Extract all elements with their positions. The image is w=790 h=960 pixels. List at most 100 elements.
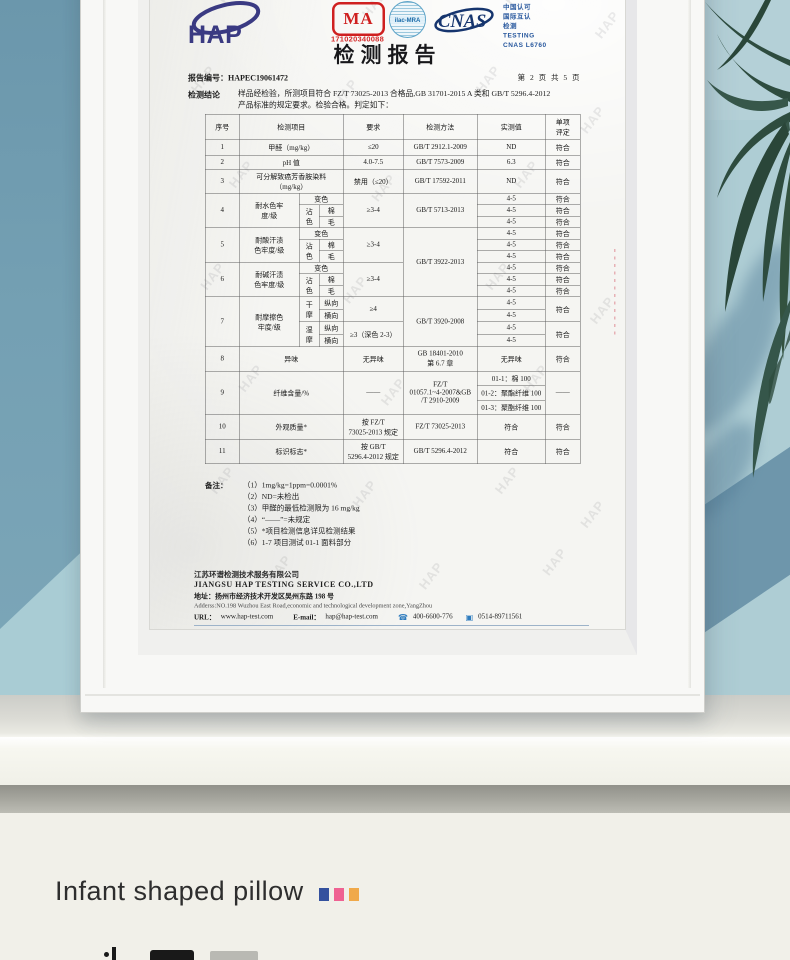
table-row: 4 耐水色牢 度/级 变色 ≥3-4 GB/T 5713-2013 4-5 符合 [205, 193, 581, 228]
accreditation-line: 检测 [503, 22, 518, 30]
table-row: 毛 4-5 符合 [205, 216, 581, 228]
notes-list: （1）1mg/kg=1ppm=0.0001% （2）ND=未检出 （3）甲醛的最… [243, 480, 360, 549]
col-method: 检测方法 [403, 114, 478, 140]
note-item: （4）“——”=未规定 [243, 516, 311, 524]
accreditation-line: 中国认可 [503, 3, 532, 11]
ilac-mra-logo: ilac-MRA [389, 1, 426, 38]
accreditation-line: TESTING [503, 31, 535, 40]
note-item: （3）甲醛的最低检测限为 16 mg/kg [243, 504, 360, 513]
accreditation-line: CNAS L6760 [503, 41, 547, 49]
accent-square [318, 888, 329, 901]
red-stamp-bleed [614, 249, 616, 339]
contact-row: URL： www.hap-test.com E-mail： hap@hap-test… [194, 612, 589, 622]
col-no: 序号 [205, 114, 240, 140]
cma-logo-text: MA [343, 9, 374, 29]
conclusion-label: 检测结论 [188, 91, 221, 100]
wall-right [703, 0, 790, 697]
picture-frame: HAP HAP HAP HAP HAP HAP HAP HAP HAP HAP HAP HAP HAP H… [80, 0, 705, 713]
hap-logo: HAP [188, 1, 261, 49]
note-item: （6）1-7 项目测试 01-1 面料部分 [243, 539, 352, 547]
svg-text:CNAS: CNAS [438, 12, 486, 32]
hap-watermark: HAP [491, 463, 523, 497]
report-title: 检测报告 [333, 44, 442, 67]
table-header-row: 序号 检测项目 要求 检测方法 实测值 单项 评定 [205, 114, 581, 140]
test-results-table: 序号 检测项目 要求 检测方法 实测值 单项 评定 1 甲醛（mg/kg） ≤20… [205, 114, 581, 464]
note-item: （2）ND=未检出 [243, 493, 300, 501]
email-label: E-mail： [293, 614, 321, 622]
conclusion-line2: 产品标准的规定要求。检验合格。判定如下： [238, 101, 394, 110]
company-name-en: JIANGSU HAP TESTING SERVICE CO.,LTD [194, 580, 374, 590]
frame-groove-right [688, 0, 691, 688]
cnas-logo: CNAS [434, 7, 494, 33]
col-measured: 实测值 [477, 114, 546, 140]
table-row: 沾 色 棉 4-5 符合 [205, 273, 581, 297]
shelf-shadow-band [0, 785, 790, 813]
title-accent-squares [318, 888, 359, 901]
fax-icon: ▣ [465, 612, 474, 622]
report-document: HAP HAP HAP HAP HAP HAP HAP HAP HAP HAP HAP HAP HAP H… [149, 0, 626, 630]
table-row: 横向 4-5 [205, 309, 580, 322]
lower-background [0, 813, 790, 960]
email-value: hap@hap-test.com [325, 613, 378, 621]
lab-footer: 江苏环谱检测技术服务有限公司 JIANGSU HAP TESTING SERVI… [194, 569, 589, 626]
conclusion-line1: 样品经检验，所测项目符合 FZ/T 73025-2013 合格品,GB 3170… [238, 89, 551, 99]
table-row: 9 纤维含量/% —— FZ/T 01057.1~4-2007&GB /T 29… [205, 371, 581, 415]
company-name-cn: 江苏环谱检测技术服务有限公司 [194, 571, 300, 579]
frame-groove-left [103, 0, 106, 688]
wall-light-triangle [0, 549, 84, 697]
hap-watermark: HAP [577, 497, 608, 531]
accent-square [348, 888, 359, 901]
accent-square [333, 888, 344, 901]
table-row: 5 耐酸汗渍 色牢度/级 变色 ≥3-4 GB/T 3922-2013 4-5 符… [205, 227, 581, 297]
frame-groove-bottom [85, 694, 700, 696]
table-row: 2 pH 值 4.0-7.5 GB/T 7573-2009 6.3 符合 [205, 155, 581, 170]
page-indicator: 第 2 页 共 5 页 [517, 74, 581, 82]
url-value: www.hap-test.com [220, 613, 274, 621]
phone-number: 400-6600-776 [412, 613, 453, 621]
table-row: 11 标识标志* 按 GB/T 5296.4-2012 规定 GB/T 5296.4… [205, 439, 581, 464]
cma-certificate-number: 171020340088 [330, 35, 385, 44]
note-item: （5）*项目检测信息详见检测结果 [243, 527, 356, 536]
palm-plant [703, 0, 790, 648]
frame-mat: HAP HAP HAP HAP HAP HAP HAP HAP HAP HAP HAP HAP HAP H… [138, 0, 637, 655]
cutoff-glyph [112, 947, 116, 960]
address-en: Adderss:NO.198 Wuzhou East Road,economic… [194, 602, 433, 609]
palm-leaves [705, 0, 790, 478]
hap-watermark: HAP [591, 7, 623, 42]
table-row: 1 甲醛（mg/kg） ≤20 GB/T 2912.1-2009 ND 符合 [205, 139, 581, 156]
phone-icon: ☎ [397, 612, 408, 622]
table-row: 8 异味 无异味 GB 18401-2010 第 6.7 章 无异味 符合 [205, 346, 581, 372]
conclusion-text: 样品经检验，所测项目符合 FZ/T 73025-2013 合格品,GB 3170… [238, 88, 588, 111]
table-row: 横向 4-5 [205, 334, 580, 347]
report-number-value: HAPEC19061472 [228, 74, 289, 83]
col-req: 要求 [343, 114, 404, 140]
wall-left [0, 0, 84, 697]
notes-label: 备注： [205, 482, 228, 490]
accreditation-line: 国际互认 [503, 12, 532, 21]
fax-number: 0514-89711561 [478, 613, 523, 621]
cutoff-glyph [104, 952, 109, 957]
table-row: 6 耐碱汗渍 色牢度/级 变色 ≥3-4 4-5 符合 [205, 262, 581, 297]
url-label: URL： [194, 614, 216, 622]
cutoff-glyph [210, 951, 258, 960]
svg-text:HAP: HAP [188, 21, 242, 49]
cutoff-glyph [150, 950, 194, 960]
table-row: 10 外观质量* 按 FZ/T 73025-2013 规定 FZ/T 73025-2… [205, 414, 581, 440]
accreditation-text: 中国认可 国际互认 检测 TESTING CNAS L6760 [503, 2, 547, 50]
col-verdict: 单项 评定 [545, 114, 581, 140]
ilac-mra-label: ilac-MRA [390, 16, 425, 24]
note-item: （1）1mg/kg=1ppm=0.0001% [243, 481, 338, 490]
shelf-front [0, 737, 790, 785]
address-cn: 地址：扬州市经济技术开发区吴州东路 198 号 [194, 593, 334, 601]
table-row: 7 耐摩擦色 牢度/级 干 摩 纵向 ≥4 GB/T 3920-2008 4-5… [205, 296, 581, 347]
report-number-label: 报告编号： [188, 74, 229, 83]
report-number: 报告编号：HAPEC19061472 [188, 71, 288, 83]
table-row: 毛 4-5 符合 [205, 250, 581, 263]
table-row: 毛 4-5 符合 [205, 285, 581, 297]
product-title-row: Infant shaped pillow [55, 876, 359, 907]
product-title: Infant shaped pillow [55, 876, 304, 906]
col-item: 检测项目 [238, 114, 344, 140]
cma-logo: MA [332, 2, 385, 36]
table-row: 3 可分解致癌芳香胺染料 （mg/kg） 禁用（≤20） GB/T 17592-20… [205, 169, 581, 194]
